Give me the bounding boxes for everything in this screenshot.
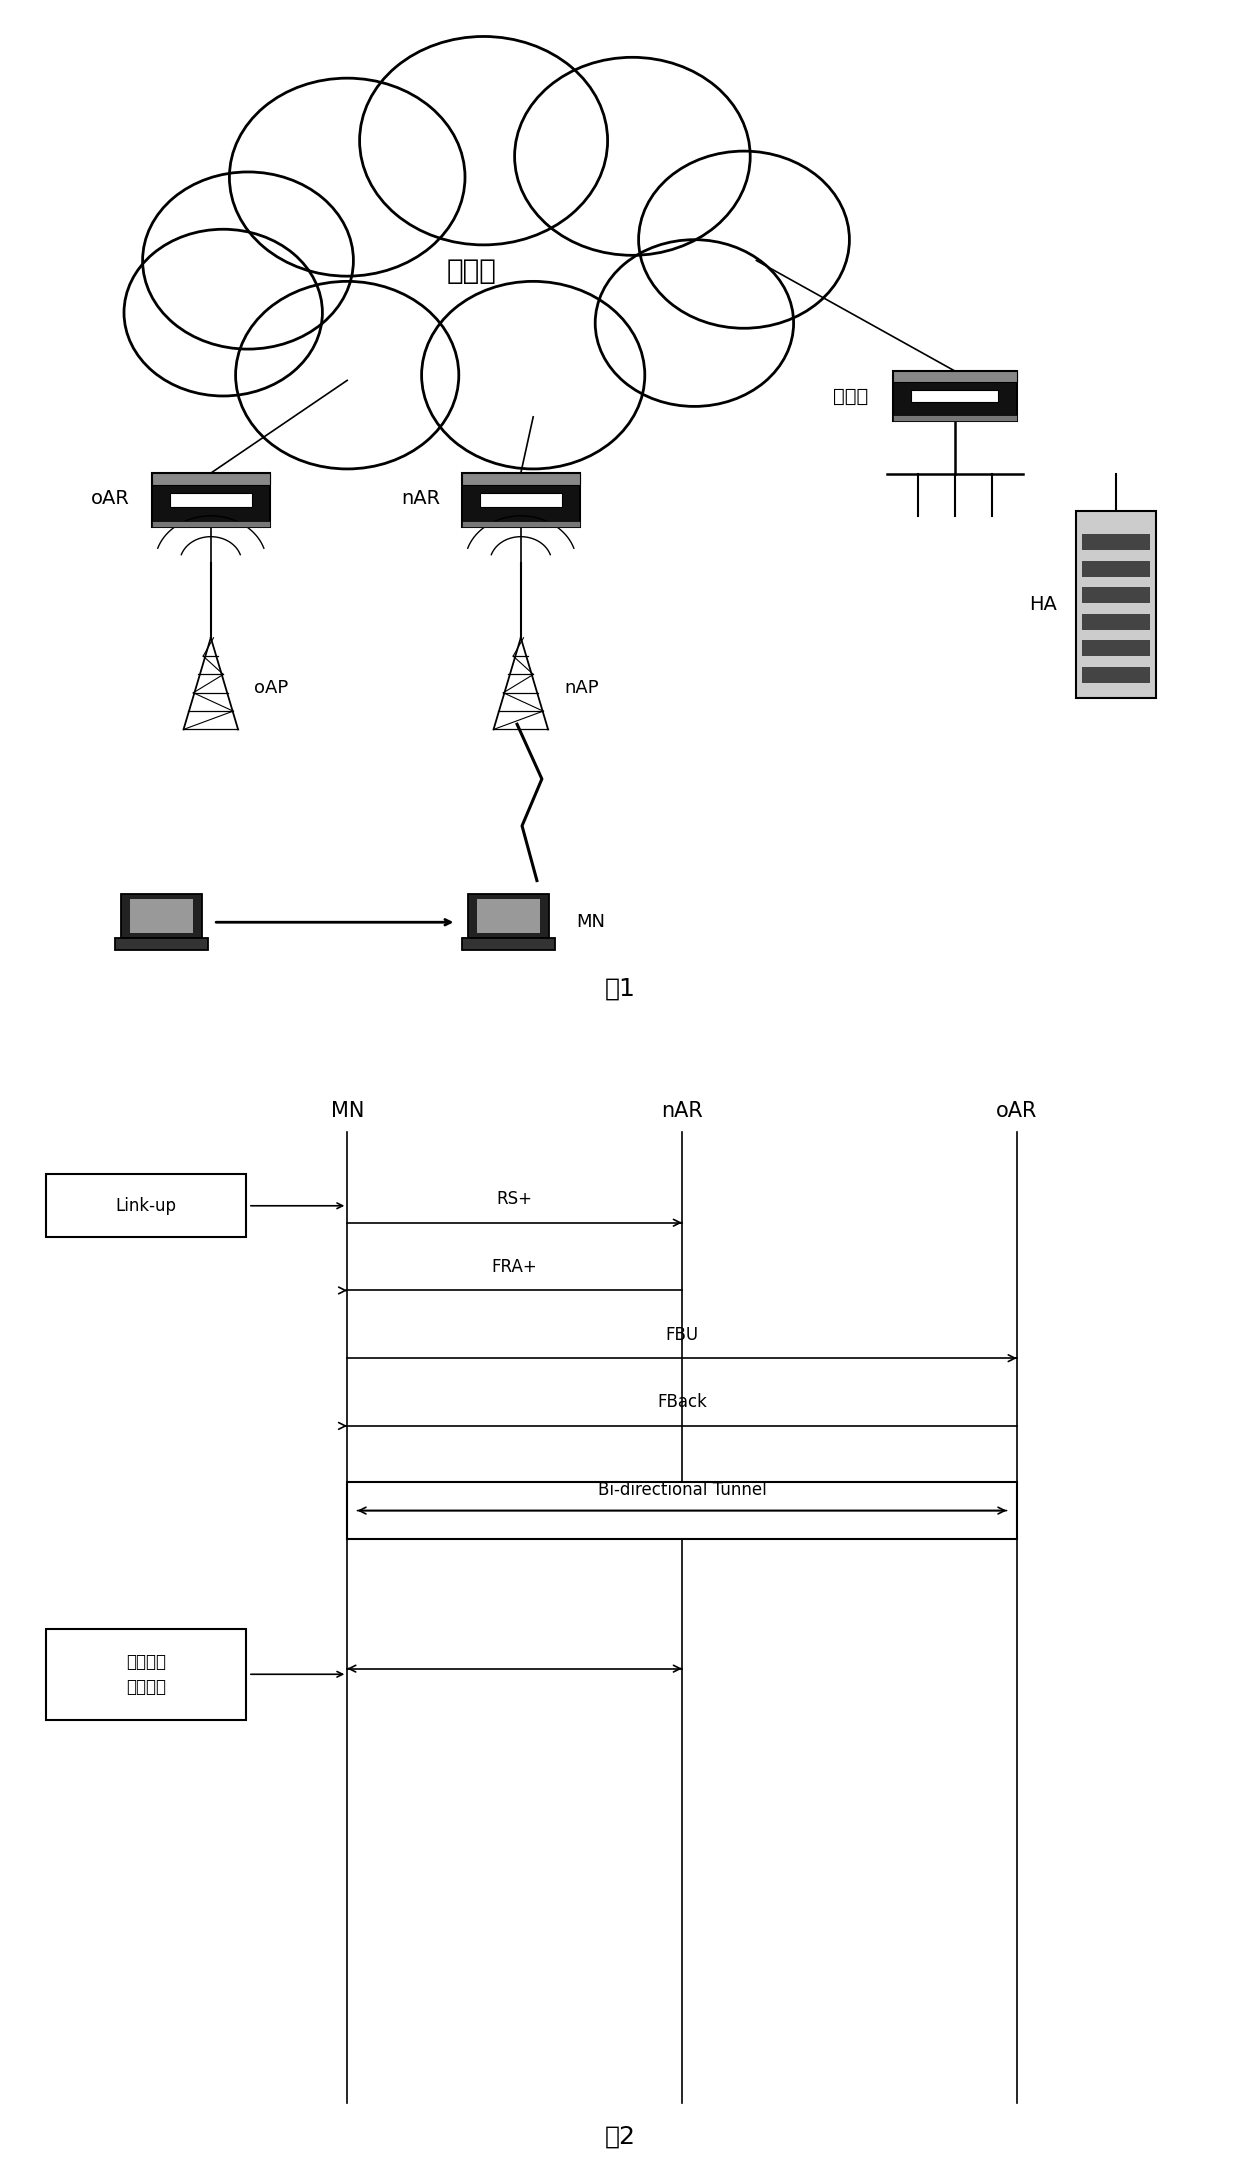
Bar bbox=[1081, 534, 1151, 549]
Text: RS+: RS+ bbox=[496, 1190, 533, 1207]
Text: oAP: oAP bbox=[254, 680, 289, 697]
Bar bbox=[1081, 560, 1151, 577]
Bar bbox=[1081, 640, 1151, 656]
Text: nAR: nAR bbox=[401, 488, 440, 508]
Text: 互联网: 互联网 bbox=[446, 256, 496, 284]
FancyBboxPatch shape bbox=[461, 938, 556, 951]
Bar bbox=[151, 521, 270, 528]
Text: 图1: 图1 bbox=[605, 977, 635, 1001]
Text: nAP: nAP bbox=[564, 680, 599, 697]
FancyBboxPatch shape bbox=[46, 1628, 246, 1719]
Text: Link-up: Link-up bbox=[115, 1196, 176, 1216]
Circle shape bbox=[143, 172, 353, 350]
Text: FBU: FBU bbox=[666, 1326, 698, 1344]
Circle shape bbox=[360, 37, 608, 245]
Bar bbox=[1081, 666, 1151, 682]
Text: MN: MN bbox=[331, 1101, 363, 1120]
Text: 路由器: 路由器 bbox=[833, 386, 868, 406]
Bar bbox=[151, 473, 270, 484]
Bar bbox=[170, 493, 252, 508]
FancyBboxPatch shape bbox=[46, 1175, 246, 1237]
Bar bbox=[480, 493, 562, 508]
Bar bbox=[893, 371, 1017, 421]
Bar bbox=[461, 473, 580, 484]
Circle shape bbox=[229, 78, 465, 276]
Circle shape bbox=[595, 239, 794, 406]
Text: HA: HA bbox=[1029, 595, 1058, 614]
Circle shape bbox=[236, 282, 459, 469]
FancyBboxPatch shape bbox=[198, 167, 744, 343]
Bar bbox=[893, 415, 1017, 421]
Bar bbox=[151, 473, 270, 528]
Bar bbox=[893, 371, 1017, 382]
FancyBboxPatch shape bbox=[114, 938, 207, 951]
Bar bbox=[1081, 614, 1151, 630]
FancyBboxPatch shape bbox=[347, 1483, 1017, 1539]
Circle shape bbox=[515, 56, 750, 256]
Text: 图2: 图2 bbox=[605, 2125, 635, 2149]
Text: nAR: nAR bbox=[661, 1101, 703, 1120]
Text: MN: MN bbox=[577, 914, 605, 931]
Bar bbox=[1076, 510, 1157, 699]
Circle shape bbox=[422, 282, 645, 469]
Circle shape bbox=[124, 230, 322, 395]
FancyBboxPatch shape bbox=[122, 894, 201, 938]
Text: oAR: oAR bbox=[92, 488, 130, 508]
FancyBboxPatch shape bbox=[467, 894, 548, 938]
FancyBboxPatch shape bbox=[476, 899, 541, 934]
Text: FBack: FBack bbox=[657, 1394, 707, 1411]
Circle shape bbox=[639, 152, 849, 328]
Text: Bi-directional Tunnel: Bi-directional Tunnel bbox=[598, 1481, 766, 1500]
FancyBboxPatch shape bbox=[130, 899, 193, 934]
Bar bbox=[1081, 588, 1151, 604]
Bar bbox=[461, 521, 580, 528]
Text: FRA+: FRA+ bbox=[492, 1257, 537, 1277]
Bar bbox=[911, 391, 998, 402]
Text: oAR: oAR bbox=[996, 1101, 1038, 1120]
Bar bbox=[461, 473, 580, 528]
Text: 绑定更新
过程完成: 绑定更新 过程完成 bbox=[125, 1652, 166, 1696]
